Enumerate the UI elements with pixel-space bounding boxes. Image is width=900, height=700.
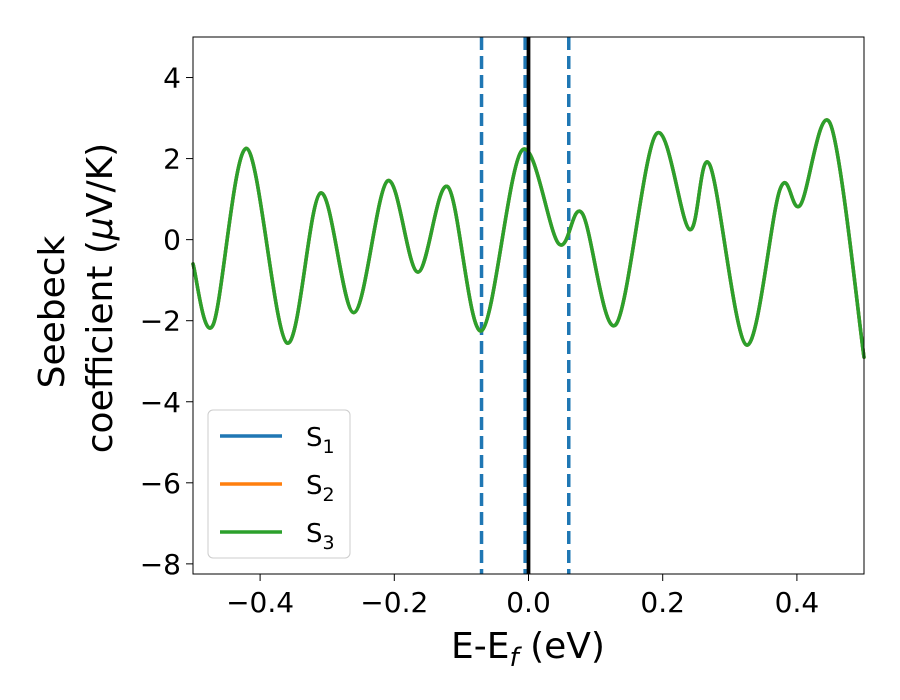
x-tick-label: 0.2 xyxy=(640,586,685,619)
x-axis-title: E-Ef (eV) xyxy=(451,626,605,673)
x-tick-label: 0.0 xyxy=(506,586,551,619)
y-tick-label: 2 xyxy=(163,143,181,176)
series-line-s3 xyxy=(191,118,866,359)
y-tick-label: −2 xyxy=(140,305,181,338)
y-tick-label: 4 xyxy=(163,62,181,95)
y-axis-title-line1: Seebeck xyxy=(32,235,73,388)
y-tick-label: −4 xyxy=(140,386,181,419)
y-tick-label: −6 xyxy=(140,467,181,500)
series-lines xyxy=(191,118,866,359)
x-tick-label: −0.2 xyxy=(360,586,428,619)
x-tick-label: −0.4 xyxy=(226,586,294,619)
y-tick-label: −8 xyxy=(140,548,181,581)
legend-label-s1: S1 xyxy=(306,423,335,458)
y-axis: −8 −6 −4 −2 0 2 4 xyxy=(140,62,193,581)
y-tick-label: 0 xyxy=(163,224,181,257)
y-axis-title-line2: coefficient (μV/K) xyxy=(80,143,121,453)
legend-label-s2: S2 xyxy=(306,471,335,506)
x-tick-label: 0.4 xyxy=(775,586,820,619)
x-axis: −0.4 −0.2 0.0 0.2 0.4 xyxy=(226,574,819,619)
legend: S1 S2 S3 xyxy=(207,409,351,559)
legend-label-s3: S3 xyxy=(306,519,335,554)
